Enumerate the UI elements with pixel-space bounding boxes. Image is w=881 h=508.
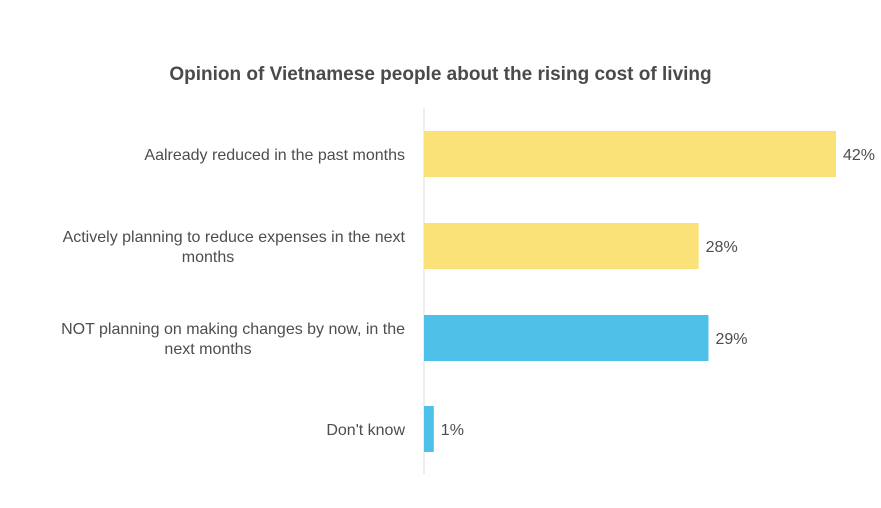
category-label-1-line-0: Actively planning to reduce expenses in …: [63, 229, 406, 246]
category-label-2-line-1: next months: [164, 341, 251, 358]
category-label-3-line-0: Don't know: [326, 422, 405, 439]
value-label-2: 29%: [715, 331, 747, 348]
category-label-3: Don't know: [326, 422, 405, 439]
category-label-2-line-0: NOT planning on making changes by now, i…: [61, 321, 405, 338]
bar-0: [424, 131, 836, 177]
bar-2: [424, 315, 709, 361]
bar-3: [424, 406, 434, 452]
value-label-3: 1%: [441, 422, 464, 439]
category-label-1: Actively planning to reduce expenses in …: [63, 229, 406, 266]
category-label-2: NOT planning on making changes by now, i…: [61, 321, 405, 358]
category-label-1-line-1: months: [182, 249, 234, 266]
value-label-0: 42%: [843, 147, 875, 164]
category-label-0-line-0: Aalready reduced in the past months: [144, 147, 405, 164]
category-label-0: Aalready reduced in the past months: [144, 147, 405, 164]
value-label-1: 28%: [706, 239, 738, 256]
chart-title: Opinion of Vietnamese people about the r…: [169, 64, 712, 85]
bar-1: [424, 223, 699, 269]
